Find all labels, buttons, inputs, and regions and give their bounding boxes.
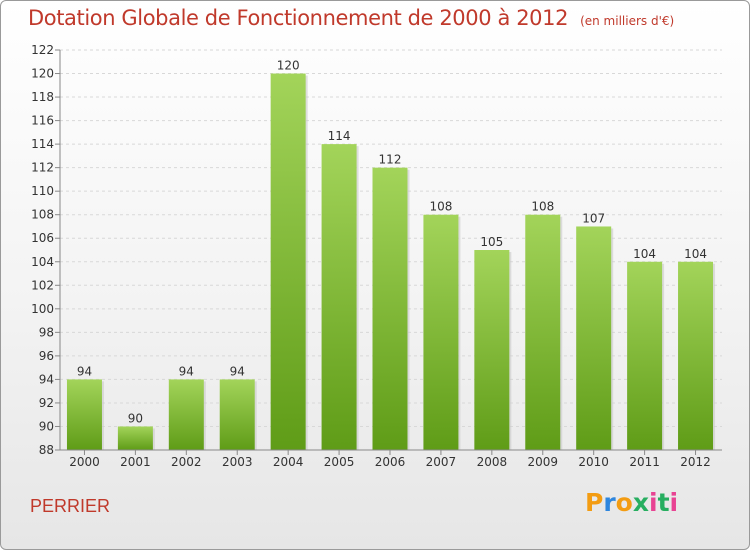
data-label: 112	[379, 153, 402, 167]
x-tick-label: 2001	[120, 455, 151, 469]
data-label: 104	[684, 247, 707, 261]
x-tick-label: 2012	[680, 455, 711, 469]
data-label: 104	[633, 247, 656, 261]
x-tick-label: 2011	[629, 455, 660, 469]
bar	[219, 379, 255, 450]
bar	[321, 144, 357, 450]
chart-title: Dotation Globale de Fonctionnement de 20…	[28, 6, 675, 30]
x-tick-label: 2002	[171, 455, 202, 469]
bar	[576, 226, 612, 450]
y-tick-label: 90	[39, 419, 54, 433]
y-tick-label: 96	[39, 349, 54, 363]
x-tick-label: 2007	[426, 455, 457, 469]
x-axis: 2000 2001 2002 2003 2004 2005 2006 2007 2008 2009…	[60, 449, 722, 469]
y-tick-label: 92	[39, 396, 54, 410]
y-tick-label: 88	[39, 443, 54, 457]
x-tick-label: 2006	[375, 455, 406, 469]
x-tick-label: 2005	[324, 455, 355, 469]
bar	[117, 426, 153, 450]
data-label: 105	[480, 235, 503, 249]
data-label: 108	[531, 200, 554, 214]
data-label: 94	[230, 364, 245, 378]
y-tick-label: 116	[31, 114, 54, 128]
data-label: 120	[277, 59, 300, 73]
bar	[627, 261, 663, 450]
data-label: 114	[328, 129, 351, 143]
bar	[678, 261, 714, 450]
y-tick-label: 98	[39, 325, 54, 339]
commune-name: PERRIER	[30, 496, 111, 516]
y-tick-label: 114	[31, 137, 54, 151]
x-tick-label: 2008	[477, 455, 508, 469]
y-tick-label: 108	[31, 208, 54, 222]
y-tick-label: 94	[39, 372, 54, 386]
bar	[372, 167, 408, 450]
y-tick-label: 104	[31, 255, 54, 269]
bar	[423, 214, 459, 450]
x-tick-label: 2004	[273, 455, 304, 469]
data-label: 94	[179, 364, 194, 378]
y-tick-label: 120	[31, 67, 54, 81]
data-label: 90	[128, 411, 143, 425]
y-tick-label: 106	[31, 231, 54, 245]
bar	[66, 379, 102, 450]
x-tick-label: 2009	[527, 455, 558, 469]
data-labels: 94 90 94 94 120 114 112 108 105 108 107 104 104	[77, 59, 707, 426]
y-tick-label: 112	[31, 161, 54, 175]
y-tick-label: 122	[31, 43, 54, 57]
bar	[474, 250, 510, 450]
y-tick-label: 102	[31, 278, 54, 292]
y-tick-label: 110	[31, 184, 54, 198]
bar	[270, 73, 306, 450]
data-label: 108	[429, 200, 452, 214]
bars	[66, 73, 716, 450]
y-tick-label: 118	[31, 90, 54, 104]
x-tick-label: 2003	[222, 455, 253, 469]
x-tick-label: 2010	[578, 455, 609, 469]
x-tick-label: 2000	[69, 455, 100, 469]
data-label: 94	[77, 364, 92, 378]
bar	[525, 214, 561, 450]
chart-subtitle: (en milliers d'€)	[580, 14, 675, 28]
proxiti-logo[interactable]: Proxiti	[585, 488, 679, 517]
bar	[168, 379, 204, 450]
data-label: 107	[582, 211, 605, 225]
y-tick-label: 100	[31, 302, 54, 316]
y-axis: 88 90 92 94 96 98 100 102 104 106 108 110 112 114 116 1…	[31, 43, 61, 457]
